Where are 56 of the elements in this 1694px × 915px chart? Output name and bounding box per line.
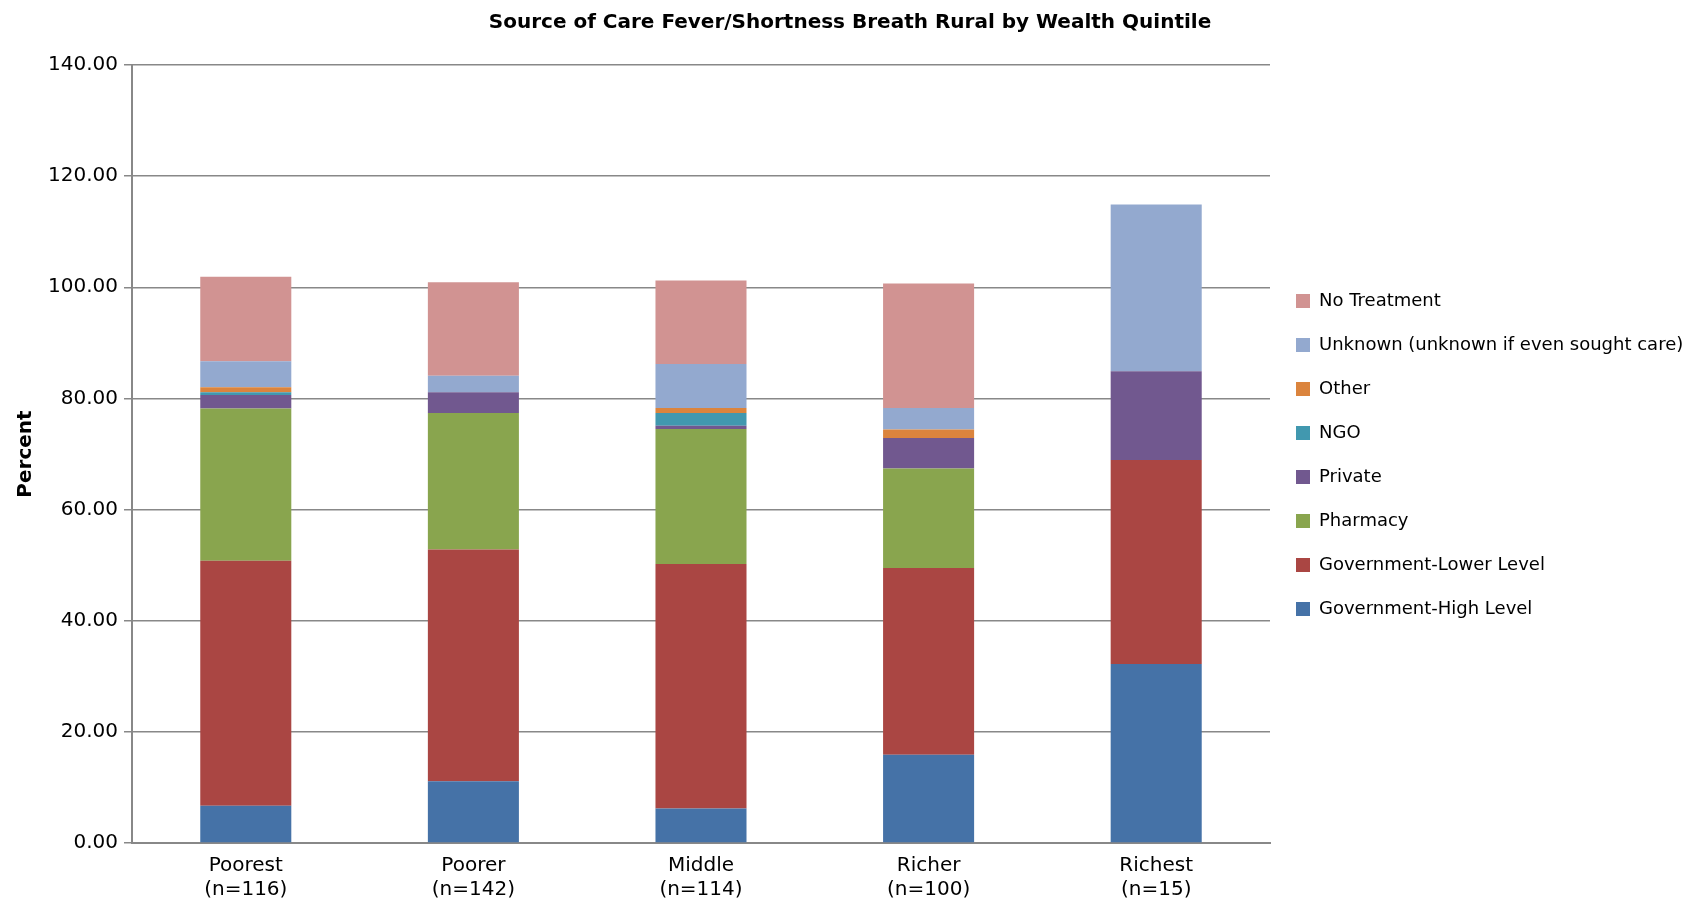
y-tick-label: 120.00	[48, 162, 118, 187]
legend-label: Pharmacy	[1319, 508, 1409, 530]
legend-label: No Treatment	[1319, 288, 1441, 310]
legend-label: Government-Lower Level	[1319, 552, 1545, 574]
bar	[200, 395, 292, 409]
bar	[655, 428, 747, 565]
bar	[427, 412, 519, 550]
bar	[655, 808, 747, 843]
bar	[1110, 371, 1202, 461]
x-tick-label: Richest (n=15)	[1119, 852, 1194, 901]
bar	[200, 276, 292, 362]
bar	[200, 408, 292, 561]
y-tick-label: 100.00	[48, 273, 118, 298]
y-tick-label: 80.00	[60, 384, 118, 409]
x-tick-label: Middle (n=114)	[659, 852, 743, 901]
bar	[427, 392, 519, 413]
bar	[655, 407, 747, 413]
bar	[655, 564, 747, 809]
bar	[883, 407, 975, 430]
bar	[883, 437, 975, 469]
legend-label: Private	[1319, 464, 1382, 486]
bar	[427, 375, 519, 393]
bar	[655, 280, 747, 364]
y-tick-label: 60.00	[60, 495, 118, 520]
legend-label: Government-High Level	[1319, 596, 1533, 618]
x-tick-label: Richer (n=100)	[886, 852, 971, 901]
legend-label: Unknown (unknown if even sought care)	[1319, 332, 1684, 354]
bar	[655, 425, 747, 429]
bar	[200, 361, 292, 388]
y-tick-label: 40.00	[60, 606, 118, 631]
bar	[883, 468, 975, 568]
y-tick-label: 20.00	[60, 718, 118, 743]
bar	[883, 283, 975, 408]
bar	[883, 567, 975, 755]
bar	[427, 781, 519, 843]
bar	[200, 805, 292, 843]
bar	[655, 363, 747, 408]
bar	[655, 412, 747, 426]
bar	[1110, 204, 1202, 372]
bar	[427, 549, 519, 782]
legend-label: Other	[1319, 376, 1371, 398]
bar	[200, 392, 292, 396]
y-axis-title: Percent	[12, 409, 37, 498]
bar	[883, 429, 975, 438]
x-tick-label: Poorer (n=142)	[431, 852, 515, 901]
bar	[427, 282, 519, 376]
bar	[200, 560, 292, 806]
bar	[1110, 460, 1202, 665]
chart-title: Source of Care Fever/Shortness Breath Rural by Wealth Quintile	[488, 9, 1212, 34]
y-tick-label: 140.00	[48, 51, 118, 76]
x-tick-label: Poorest (n=116)	[204, 852, 288, 901]
legend-label: NGO	[1319, 420, 1361, 442]
bar	[1110, 664, 1202, 843]
bar	[200, 387, 292, 393]
y-tick-label: 0.00	[73, 829, 118, 854]
bar	[883, 754, 975, 843]
